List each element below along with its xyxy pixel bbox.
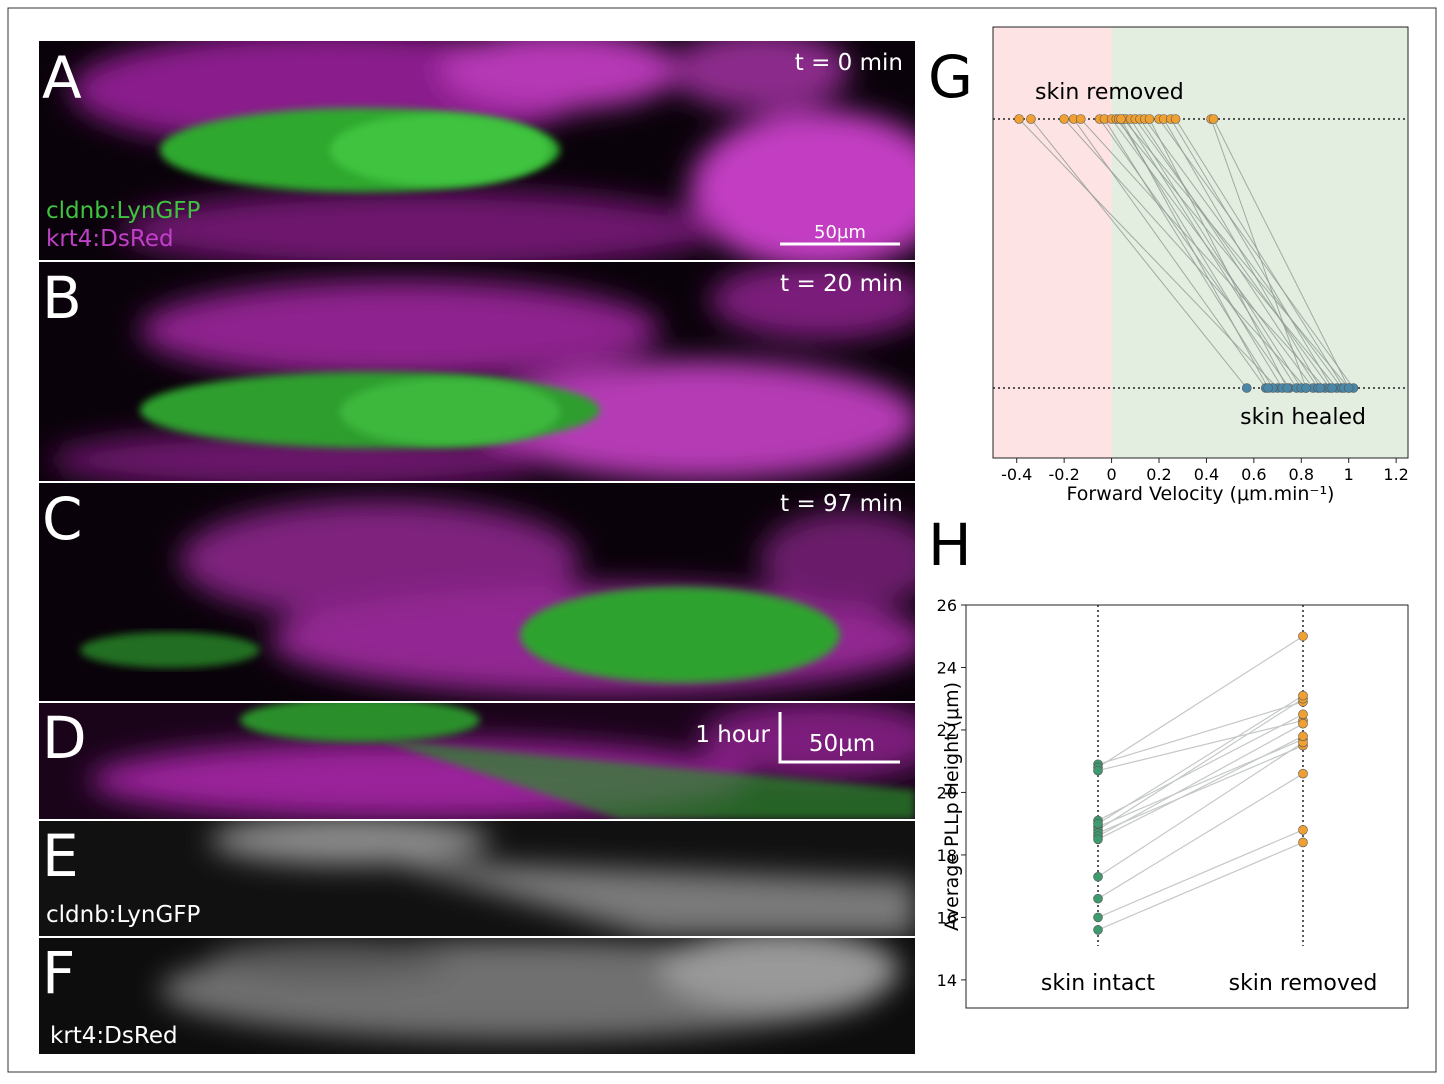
dot [1094,835,1103,844]
panel-letter: A [42,44,82,112]
channel-label: krt4:DsRed [46,226,174,252]
pair-line [1098,739,1303,826]
dot [1015,115,1024,124]
channel-label: krt4:DsRed [50,1023,178,1049]
dot [1264,384,1273,393]
plot-frame [966,605,1408,1008]
x-tick-label: -0.4 [1001,465,1032,484]
dot [1094,913,1103,922]
dot [1299,732,1308,741]
pair-line [1098,702,1303,764]
y-tick-label: 24 [937,658,957,677]
kymograph [39,698,940,820]
x-tick-label: 1.2 [1383,465,1408,484]
dot [1299,691,1308,700]
time-label: t = 20 min [780,271,903,297]
x-axis-label: Forward Velocity (μm.min⁻¹) [1067,483,1335,505]
scale-label: 50µm [809,731,875,757]
channel-label: cldnb:LynGFP [46,198,201,224]
x-tick-label: 1 [1344,465,1354,484]
y-tick-label: 14 [937,971,957,990]
dot [1299,632,1308,641]
x-tick-label: -0.2 [1049,465,1080,484]
dot [1328,384,1337,393]
series-label: skin healed [1240,405,1366,430]
pair-line [1098,724,1303,836]
dot [1344,384,1353,393]
dot [1060,115,1069,124]
dot [1094,766,1103,775]
time-label: t = 0 min [795,50,903,76]
pair-line [1098,842,1303,929]
panel-letter: H [928,511,972,579]
dot [1145,115,1154,124]
panel-letter: B [42,264,82,332]
pair-line [1098,696,1303,824]
scale-label: 50µm [814,222,866,243]
x-tick-label: 0.4 [1194,465,1219,484]
y-tick-label: 26 [937,596,957,615]
pair-line [1098,830,1303,917]
x-tick-label: skin intact [1041,971,1156,996]
dot [1026,115,1035,124]
y-axis-label: Average PLLp Height (μm) [941,682,963,931]
dot [1302,384,1311,393]
x-tick-label: 0.8 [1289,465,1314,484]
dot [1094,925,1103,934]
panel-letter: C [42,485,83,553]
dot [1299,838,1308,847]
pair-line [1098,774,1303,899]
dot [1299,719,1308,728]
panel-letter: E [42,822,79,890]
x-tick-label: skin removed [1229,971,1378,996]
time-bar-label: 1 hour [695,722,770,748]
panel-letter: G [928,43,973,111]
x-tick-label: 0.2 [1146,465,1171,484]
x-tick-label: 0 [1106,465,1116,484]
panel-letter: F [42,939,75,1007]
dot [1299,710,1308,719]
pair-line [1098,736,1303,839]
dot [1094,894,1103,903]
dot [1094,872,1103,881]
channel-label: cldnb:LynGFP [46,902,201,928]
dot [1094,819,1103,828]
panel-letter: D [42,704,87,772]
dot [1117,115,1126,124]
dot [1283,384,1292,393]
series-label: skin removed [1035,80,1184,105]
figure: A t = 0 min cldnb:LynGFP krt4:DsRed 50µm… [0,0,1444,1080]
dot [1299,825,1308,834]
dot [1076,115,1085,124]
dot [1316,384,1325,393]
x-tick-label: 0.6 [1241,465,1266,484]
time-label: t = 97 min [780,491,903,517]
dot [1171,115,1180,124]
dot [1209,115,1218,124]
pair-line [1098,636,1303,767]
dot [1299,769,1308,778]
dot [1242,384,1251,393]
